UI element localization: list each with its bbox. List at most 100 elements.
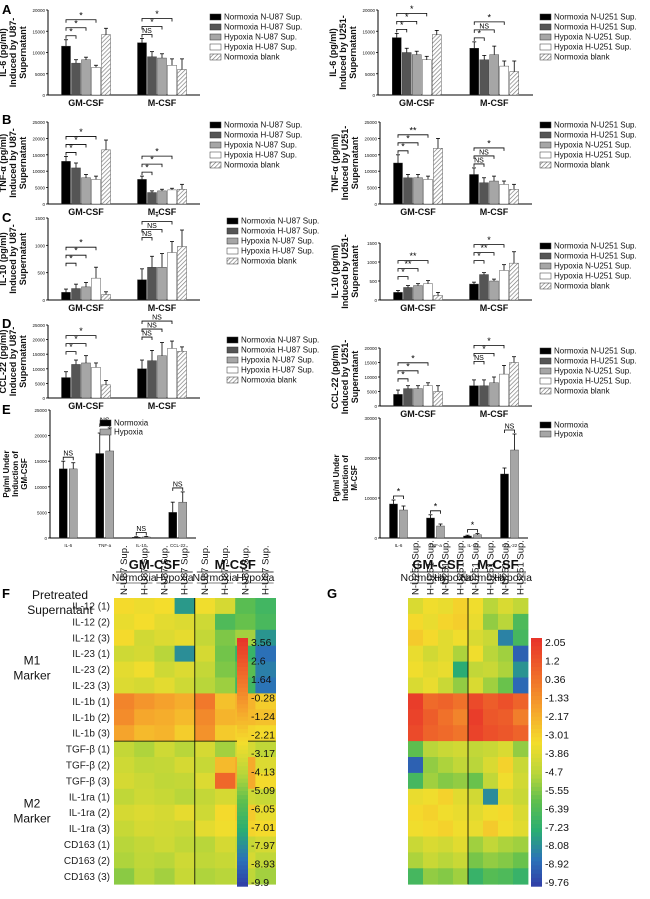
color-scale-segment: [237, 820, 248, 825]
legend-label: Normoxia N-U87 Sup.: [224, 13, 302, 22]
heatmap-cell: [215, 661, 236, 678]
significance-label: **: [409, 251, 417, 261]
group-label: M-CSF: [215, 557, 256, 572]
color-scale-segment: [237, 646, 248, 651]
legend-label: Hypoxia N-U87 Sup.: [224, 141, 297, 150]
heatmap-cell: [194, 677, 216, 694]
heatmap-cell: [255, 725, 276, 742]
heatmap-cell: [498, 836, 514, 853]
heatmaps-layer: N-U87 Sup. H-U87 Sup. N-U87 Sup. H-U87 Sup.…: [13, 540, 569, 889]
bar: [101, 149, 111, 205]
color-scale-label: -6.05: [251, 803, 275, 815]
color-scale-segment: [237, 803, 248, 809]
heatmap-cell: [513, 741, 529, 758]
heatmap-cell: [453, 613, 469, 631]
heatmap-cell: [468, 772, 484, 790]
legend-label: Hypoxia H-U87 Sup.: [224, 151, 297, 160]
row-label: IL-23 (1): [72, 649, 110, 660]
heatmap-cell: [483, 613, 499, 631]
legend-swatch: [539, 252, 552, 260]
y-axis-label: TNF-α (pg/ml)Induced by U251-Supernatant: [330, 126, 360, 201]
color-scale-label: -9.9: [251, 877, 269, 889]
y-tick-label: 20000: [364, 136, 377, 141]
y-axis-label: IL-10 (pg/ml)Induced by U87-Supernatant: [0, 224, 28, 294]
legend-label: Normoxia blank: [554, 161, 611, 170]
significance-bracket: [397, 276, 409, 280]
bar: [177, 69, 187, 96]
legend-swatch: [539, 43, 552, 51]
bar: [157, 190, 167, 205]
heatmap-cell: [408, 836, 424, 853]
significance-bracket: [473, 37, 485, 41]
color-scale-segment: [237, 811, 248, 817]
legend-label: Hypoxia N-U87 Sup.: [224, 33, 297, 42]
color-scale-segment: [531, 716, 542, 722]
bar: [469, 174, 479, 205]
color-scale-segment: [531, 720, 542, 726]
x-tick-label: IL-10: [467, 543, 478, 548]
color-scale-segment: [237, 695, 248, 701]
heatmap-cell: [408, 741, 424, 758]
significance-bracket: [396, 20, 418, 25]
heatmap-cell: [423, 852, 439, 869]
color-scale-segment: [237, 882, 248, 887]
legend-label: Normoxia blank: [554, 53, 611, 62]
heatmap-cell: [215, 629, 236, 647]
y-tick-label: 15000: [32, 153, 45, 158]
legend-swatch: [539, 377, 552, 385]
column-label: N-U87 Sup.: [200, 545, 211, 595]
bar: [393, 394, 403, 407]
y-tick-label: 0: [42, 93, 45, 98]
heatmap-cell: [114, 598, 135, 615]
chart-C-left: 0 500 1000 1500 IL-10 (pg/ml)Induced by U87-…: [0, 212, 319, 313]
color-scale-segment: [237, 865, 248, 871]
marker-group-label: M2: [24, 797, 41, 811]
heatmap-cell: [235, 598, 256, 615]
heatmap-cell: [255, 598, 276, 615]
y-tick-label: 20000: [364, 346, 377, 351]
significance-bracket: [141, 336, 153, 341]
color-scale-segment: [237, 832, 248, 838]
bar: [499, 184, 509, 205]
color-scale-segment: [531, 675, 542, 680]
heatmap-cell: [438, 709, 454, 726]
row-label: TGF-β (2): [66, 760, 110, 771]
heatmap-cell: [215, 598, 236, 615]
heatmap-cell: [483, 598, 499, 615]
significance-label: **: [404, 259, 412, 269]
heatmap-cell: [134, 661, 155, 678]
bar: [402, 52, 412, 96]
y-axis-label: IL-6 (pg/ml)Induced by U251-Supernatant: [328, 15, 358, 90]
heatmap-cell: [438, 820, 454, 837]
heatmap-cell: [255, 804, 276, 821]
color-scale-segment: [531, 724, 542, 730]
x-tick-label: TNF-a: [98, 543, 111, 548]
color-scale-label: -4.13: [251, 766, 275, 778]
heatmap-cell: [154, 725, 175, 742]
chart-A-right: 0 5000 10000 15000 20000 IL-6 (pg/ml)Induced …: [328, 4, 637, 108]
heatmap-cell: [498, 661, 514, 678]
color-scale-segment: [237, 654, 248, 660]
legend-swatch: [539, 430, 552, 438]
color-scale-segment: [237, 724, 248, 730]
heatmap-cell: [468, 820, 484, 837]
significance-label: *: [155, 9, 159, 19]
bar: [412, 54, 422, 96]
significance-bracket: [473, 21, 505, 25]
legend-label: Hypoxia H-U251 Sup.: [554, 272, 631, 281]
color-scale-label: -1.24: [251, 711, 275, 723]
bar: [167, 189, 177, 205]
y-axis-label: CCL-22 (pg/ml)Induced by U87-Supernatant: [0, 327, 28, 397]
color-scale-segment: [237, 658, 248, 664]
row-label: IL-1b (2): [72, 713, 110, 724]
heatmap-cell: [498, 725, 514, 742]
heatmap-cell: [134, 709, 155, 726]
significance-bracket: [473, 260, 485, 264]
heatmap-cell: [194, 852, 216, 869]
bar: [423, 283, 433, 301]
y-tick-label: 15000: [34, 459, 47, 464]
significance-bracket: [141, 26, 163, 30]
legend-swatch: [539, 387, 552, 395]
bar: [81, 177, 91, 205]
significance-bracket: [141, 237, 153, 241]
